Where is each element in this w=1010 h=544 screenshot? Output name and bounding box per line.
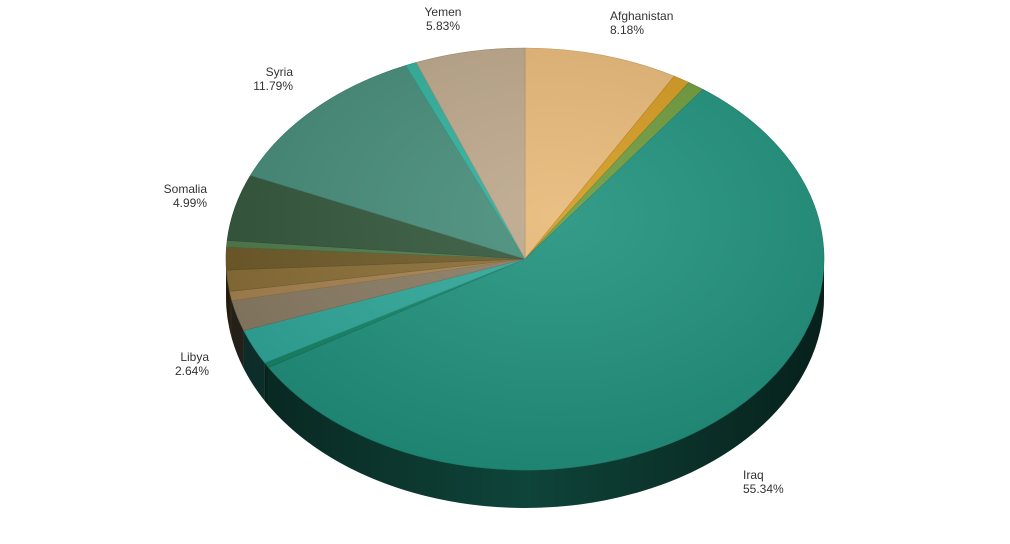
pie-side-shading — [226, 259, 824, 508]
label-afghanistan-name: Afghanistan — [610, 9, 673, 23]
label-iraq-name: Iraq — [743, 468, 764, 482]
label-yemen-percent: 5.83% — [426, 19, 460, 33]
pie-slices — [225, 47, 825, 471]
label-somalia-percent: 4.99% — [173, 196, 207, 210]
pie-gloss — [226, 48, 824, 470]
label-syria-name: Syria — [266, 65, 294, 79]
label-yemen-name: Yemen — [425, 5, 462, 19]
label-syria-percent: 11.79% — [253, 79, 293, 93]
label-afghanistan-percent: 8.18% — [610, 23, 644, 37]
label-iraq-percent: 55.34% — [743, 482, 784, 496]
label-somalia-name: Somalia — [164, 182, 208, 196]
label-libya-percent: 2.64% — [175, 364, 209, 378]
pie-sides — [226, 259, 824, 509]
label-libya-name: Libya — [180, 350, 209, 364]
